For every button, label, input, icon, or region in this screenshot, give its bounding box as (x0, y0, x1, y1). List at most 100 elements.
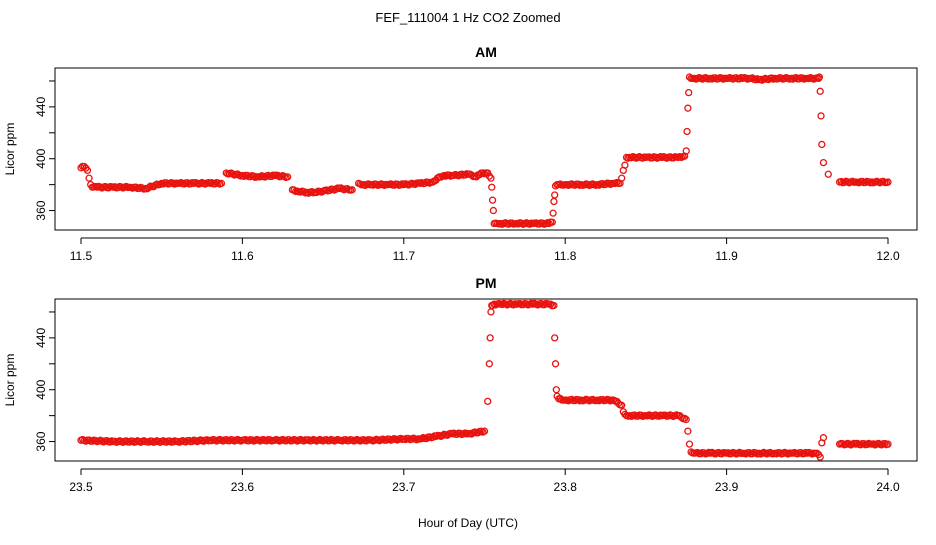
data-point (550, 197, 558, 206)
data-point (881, 439, 889, 448)
data-point (488, 183, 496, 191)
x-tick-label-pm: 23.9 (715, 480, 739, 494)
data-point (188, 178, 197, 187)
panel-am: AM Licor ppm 11.5 11.6 11.7 11.8 11.9 12.0 360… (3, 44, 918, 263)
data-point (866, 179, 874, 187)
data-point (551, 360, 560, 368)
data-point (684, 427, 692, 435)
data-point (614, 179, 623, 188)
data-point (487, 174, 495, 182)
data-point (677, 413, 686, 422)
data-point (656, 152, 665, 161)
x-tick-label-pm: 23.6 (231, 480, 255, 494)
data-point (850, 439, 858, 448)
y-axis-label-am: Licor ppm (3, 123, 17, 176)
y-tick-label-pm: 440 (34, 328, 48, 348)
data-point (484, 397, 492, 406)
x-tick-label-pm: 23.8 (554, 480, 578, 494)
data-point (818, 140, 826, 149)
data-point (824, 170, 832, 178)
data-point (488, 301, 497, 310)
data-point (576, 397, 584, 405)
plot-frame-am (54, 67, 918, 231)
data-point (797, 449, 805, 457)
data-point (229, 170, 237, 178)
x-tick-label-pm: 24.0 (876, 480, 900, 494)
data-point (813, 74, 821, 82)
data-point (639, 154, 647, 162)
data-point (819, 158, 828, 167)
data-point (547, 218, 555, 226)
data-point (737, 74, 745, 82)
panel-pm: PM Licor ppm 23.5 23.6 23.7 23.8 23.9 24.0 360… (3, 275, 918, 494)
data-point (488, 196, 497, 204)
data-point (211, 180, 219, 188)
data-point (785, 75, 794, 83)
data-point (571, 396, 579, 405)
data-point (527, 299, 535, 308)
data-point (882, 441, 891, 449)
y-tick-label-am: 440 (34, 97, 48, 117)
data-point (705, 448, 713, 457)
data-point (819, 434, 828, 442)
data-point (333, 184, 342, 192)
y-tick-label-pm: 360 (34, 431, 48, 451)
data-point (543, 219, 552, 227)
y-tick-label-am: 400 (34, 148, 48, 168)
x-tick-label-pm: 23.5 (69, 480, 93, 494)
data-point (548, 302, 556, 310)
x-axis-label: Hour of Day (UTC) (418, 516, 518, 530)
data-point (434, 174, 442, 182)
data-point (156, 180, 164, 189)
data-point (769, 75, 778, 83)
y-tick-label-pm: 400 (34, 379, 48, 399)
data-point (618, 174, 626, 182)
data-point (301, 189, 310, 197)
y-tick-label-am: 360 (34, 200, 48, 220)
data-point (685, 440, 694, 448)
data-point (592, 181, 600, 189)
x-tick-label-am: 11.6 (231, 249, 254, 263)
data-point (486, 334, 494, 342)
data-point (817, 112, 825, 120)
data-point-cloud-pm (78, 299, 891, 458)
data-point (684, 104, 692, 112)
data-point (485, 360, 493, 368)
data-point (442, 172, 450, 180)
data-point (547, 300, 555, 308)
data-point (489, 206, 498, 215)
data-point (463, 170, 471, 178)
data-point (753, 450, 761, 458)
data-point (309, 189, 318, 197)
data-point (551, 191, 559, 199)
data-point (487, 308, 495, 316)
data-point (616, 401, 624, 409)
data-point (576, 181, 584, 189)
data-point (85, 174, 93, 182)
data-point (571, 181, 579, 189)
data-point (509, 301, 518, 309)
data-point (608, 396, 616, 404)
data-point (861, 178, 870, 187)
x-tick-label-am: 11.8 (554, 249, 577, 263)
data-point (269, 171, 277, 179)
data-point (551, 334, 559, 342)
panel-title-am: AM (475, 44, 497, 60)
data-point (614, 399, 623, 408)
data-series-am (77, 73, 892, 228)
data-point (183, 179, 192, 187)
figure-title: FEF_111004 1 Hz CO2 Zoomed (375, 10, 560, 25)
data-point (346, 186, 355, 194)
data-point (766, 448, 774, 457)
data-point (810, 449, 818, 457)
data-point (748, 450, 757, 458)
data-point (282, 173, 290, 182)
x-tick-label-am: 11.7 (393, 249, 416, 263)
data-point (82, 164, 90, 172)
data-point (669, 154, 677, 162)
data-point (145, 183, 153, 192)
data-point (621, 161, 629, 169)
data-point (813, 449, 821, 457)
data-point (679, 153, 687, 161)
